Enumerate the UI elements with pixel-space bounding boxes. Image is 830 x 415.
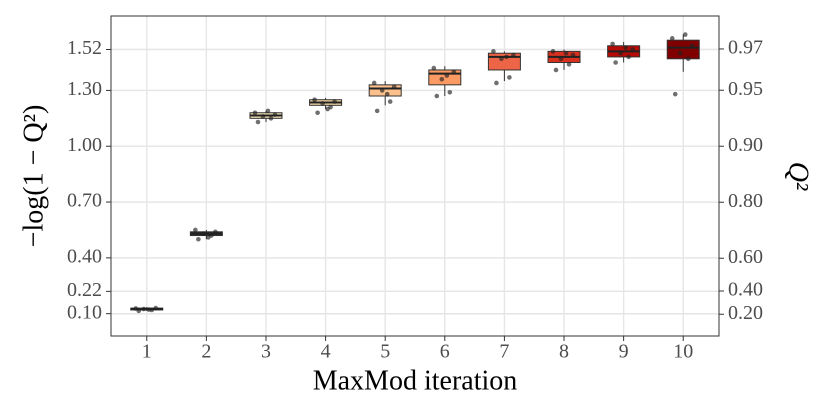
x-tick-label: 4: [321, 341, 331, 363]
point: [252, 110, 258, 116]
point: [558, 56, 564, 62]
y-tick-label: 0.40: [67, 245, 102, 267]
point: [451, 69, 457, 75]
y2-tick-label: 0.90: [728, 134, 763, 156]
x-tick-label: 7: [499, 341, 509, 363]
point: [206, 235, 211, 240]
point: [563, 50, 569, 56]
point: [325, 106, 330, 112]
point: [431, 65, 437, 71]
x-tick-label: 9: [619, 341, 629, 363]
point: [201, 231, 206, 236]
point: [379, 88, 385, 93]
y-tick-label: 0.22: [67, 279, 102, 301]
point: [320, 101, 325, 106]
x-tick-label: 8: [559, 341, 569, 363]
point: [689, 43, 695, 49]
box: [666, 39, 700, 60]
point: [434, 93, 440, 99]
point: [626, 54, 631, 60]
y-tick-label: 0.70: [67, 190, 102, 212]
y2-tick-label: 0.20: [728, 302, 763, 324]
point: [374, 108, 380, 114]
y-axis-title: −log(1 − Q²): [18, 105, 49, 248]
box: [368, 84, 402, 97]
x-tick-label: 3: [261, 341, 271, 363]
x-tick-label: 1: [142, 341, 152, 363]
point: [550, 49, 556, 54]
x-tick-label: 5: [380, 341, 390, 363]
point: [570, 52, 576, 58]
point: [272, 112, 278, 117]
y-tick-label: 1.52: [67, 37, 102, 59]
point: [146, 307, 152, 312]
point: [315, 110, 320, 116]
point: [511, 52, 516, 58]
point: [504, 54, 509, 60]
point: [213, 229, 218, 235]
point: [133, 306, 139, 311]
y-tick-label: 1.30: [67, 78, 102, 100]
point: [384, 91, 390, 97]
point: [312, 97, 317, 103]
point: [141, 306, 147, 312]
y-tick-label: 1.00: [67, 134, 102, 156]
point: [491, 49, 496, 54]
point: [268, 116, 274, 121]
point: [196, 236, 201, 242]
point: [677, 50, 683, 56]
panel-border: [110, 15, 720, 337]
y-tick-label: 0.10: [67, 301, 102, 323]
panel: [111, 16, 719, 336]
x-tick-label: 6: [440, 341, 450, 363]
point: [623, 45, 628, 50]
point: [494, 80, 499, 86]
point: [444, 73, 450, 78]
point: [371, 80, 377, 86]
point: [613, 60, 618, 65]
point: [685, 56, 691, 62]
x-axis-title: MaxMod iteration: [313, 365, 518, 396]
y2-tick-label: 0.95: [728, 78, 763, 100]
y2-axis-title: Q²: [783, 162, 814, 191]
point: [387, 99, 393, 104]
point: [553, 67, 559, 73]
point: [630, 47, 635, 52]
x-tick-label: 2: [201, 341, 211, 363]
point: [265, 108, 271, 114]
point: [669, 36, 675, 41]
y2-tick-label: 0.80: [728, 190, 763, 212]
y2-tick-label: 0.60: [728, 246, 763, 268]
point: [499, 56, 504, 62]
point: [391, 84, 397, 89]
point: [255, 119, 261, 125]
point: [439, 76, 445, 82]
point: [260, 114, 266, 119]
point: [193, 227, 198, 233]
x-tick-label: 10: [673, 341, 693, 363]
point: [507, 75, 512, 80]
point: [672, 91, 678, 97]
point: [332, 99, 337, 104]
point: [566, 62, 572, 67]
point: [610, 41, 615, 47]
y2-tick-label: 0.40: [728, 279, 763, 301]
point: [447, 89, 453, 95]
point: [153, 305, 159, 311]
point: [682, 32, 688, 37]
y2-tick-label: 0.97: [728, 37, 763, 59]
point: [618, 50, 623, 56]
